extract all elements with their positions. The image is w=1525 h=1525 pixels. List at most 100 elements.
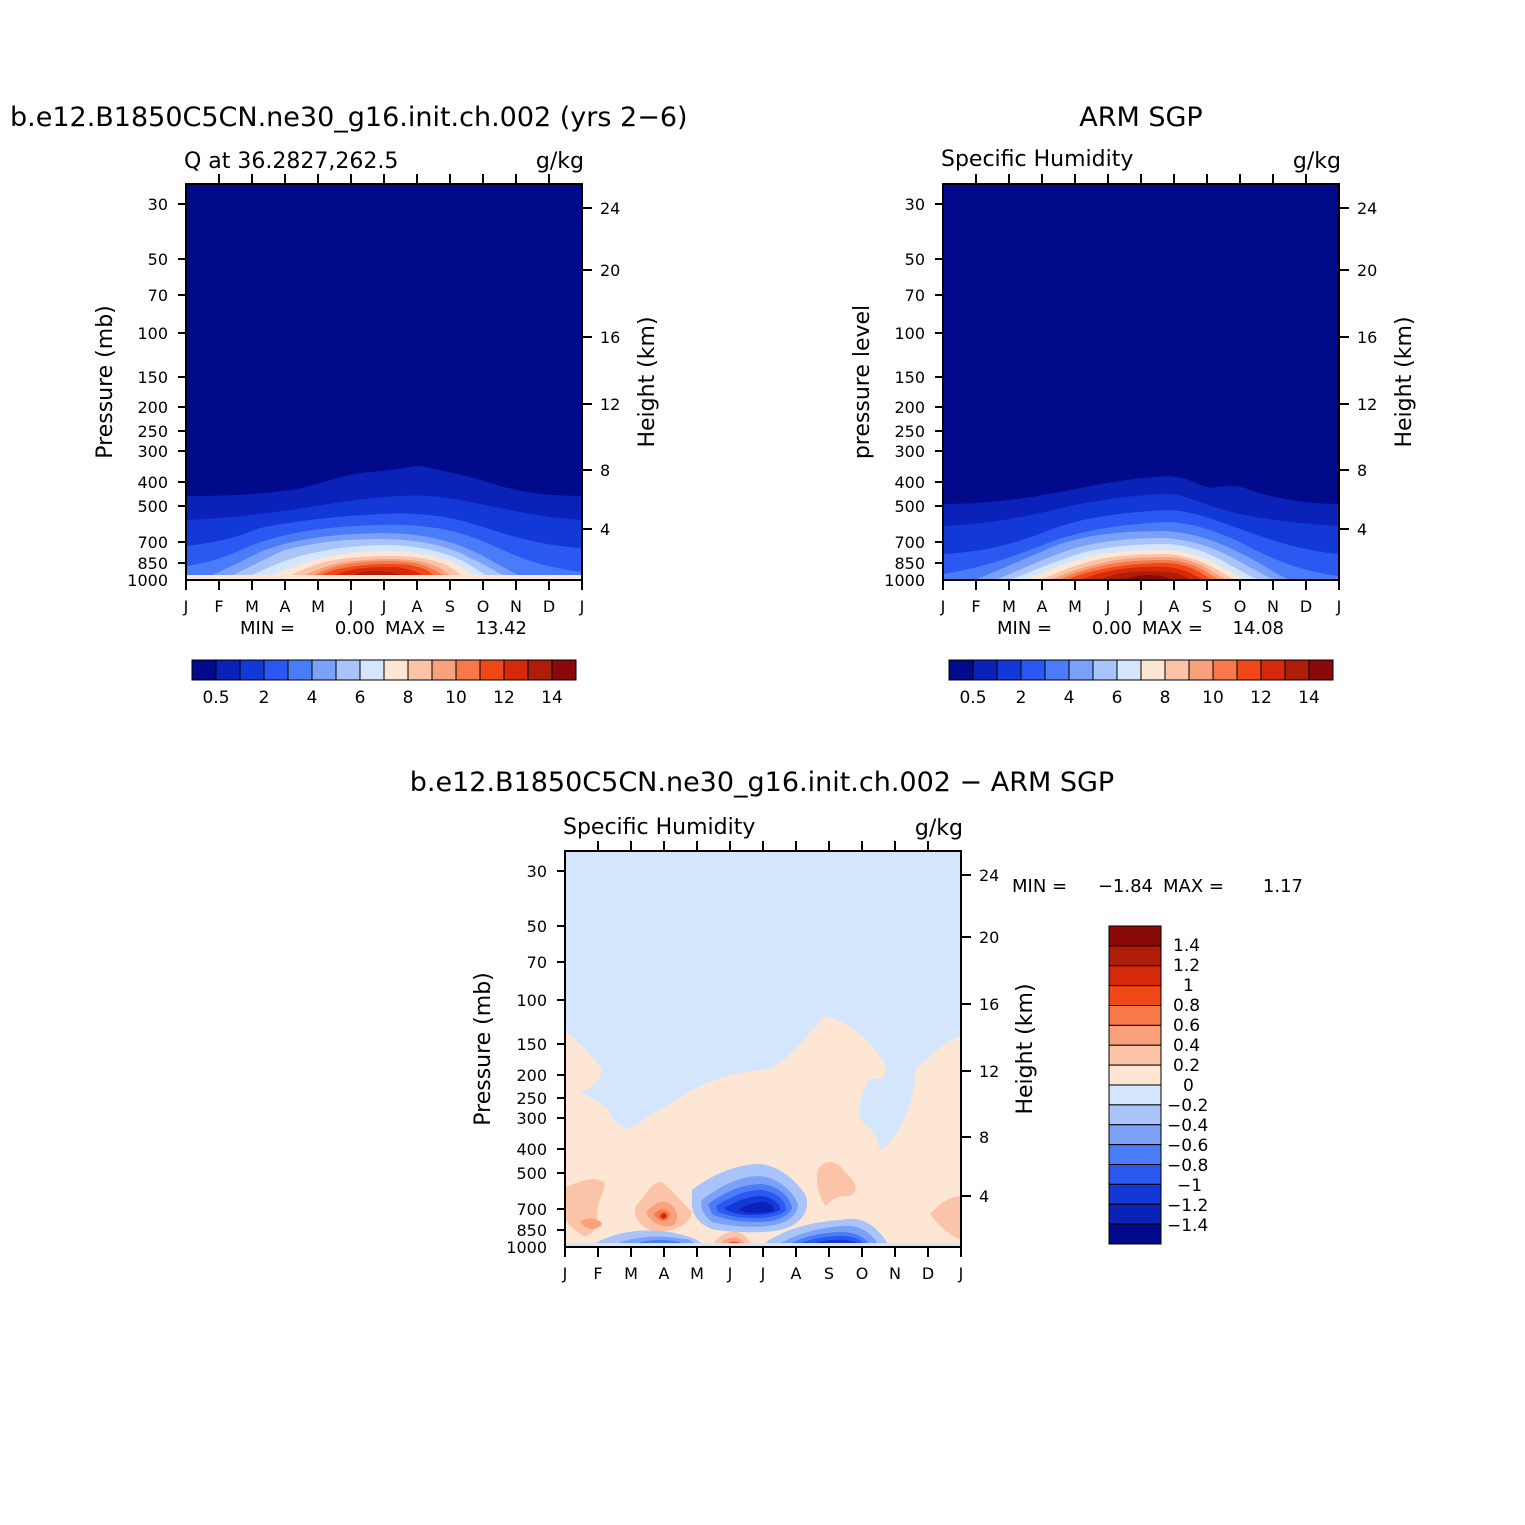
colorbar-swatch (1108, 1024, 1162, 1046)
y2-tick-label: 24 (600, 199, 620, 218)
y2-tick-label: 20 (1357, 261, 1377, 280)
panel-diff-y-ticks: 30 50 70 100 150 200 250 300 400 500 700… (506, 862, 565, 1257)
y-tick-label: 30 (527, 862, 547, 881)
y2-tick-label: 4 (600, 520, 610, 539)
colorbar-swatch (1308, 659, 1334, 681)
panel-obs-max-label: MAX = (1142, 618, 1203, 639)
x-tick-label: J (579, 597, 585, 616)
y-tick-marks (935, 203, 943, 564)
x-tick-label: J (1336, 597, 1342, 616)
colorbar-label: −0.2 (1167, 1096, 1208, 1116)
x-tick-label: M (1002, 597, 1016, 616)
y-tick-label: 100 (137, 324, 168, 343)
colorbar-swatch (191, 659, 217, 681)
y2-tick-label: 16 (600, 328, 620, 347)
colorbar-label: −0.6 (1167, 1136, 1208, 1156)
panel-diff-colorbar (1108, 925, 1162, 1245)
x-tick-label: M (690, 1264, 704, 1283)
y2-tick-marks (961, 874, 971, 1197)
colorbar-swatch (383, 659, 409, 681)
panel-diff-y2label: Height (km) (1013, 983, 1038, 1114)
x-tick-label: S (445, 597, 455, 616)
surface-band-diff (565, 1243, 961, 1247)
y-tick-label: 500 (894, 497, 925, 516)
y-tick-label: 500 (516, 1164, 547, 1183)
colorbar-swatch (263, 659, 289, 681)
y-tick-label: 250 (516, 1089, 547, 1108)
colorbar-label: −0.8 (1167, 1156, 1208, 1176)
panel-obs-y2label: Height (km) (1392, 316, 1417, 447)
x-tick-label: N (1267, 597, 1279, 616)
y-tick-label: 300 (516, 1109, 547, 1128)
colorbar-label: 2 (259, 688, 270, 708)
y-tick-label: 700 (137, 533, 168, 552)
panel-model: b.e12.B1850C5CN.ne30_g16.init.ch.002 (yr… (10, 102, 688, 708)
x-tick-label: N (889, 1264, 901, 1283)
panel-model-y2label: Height (km) (635, 316, 660, 447)
colorbar-label: −0.4 (1167, 1116, 1208, 1136)
x-tick-label: J (727, 1264, 733, 1283)
panel-model-subtitle-right: g/kg (536, 149, 584, 174)
colorbar-swatch (1108, 965, 1162, 987)
colorbar-swatch (455, 659, 481, 681)
x-tick-label: N (510, 597, 522, 616)
y-tick-label: 700 (516, 1200, 547, 1219)
colorbar-label: 10 (445, 688, 467, 708)
y2-tick-label: 12 (600, 395, 620, 414)
y-tick-marks (557, 870, 565, 1231)
colorbar-swatch (503, 659, 529, 681)
colorbar-swatch (1108, 985, 1162, 1006)
colorbar-label: 14 (1298, 688, 1320, 708)
panel-model-y2-ticks: 24 20 16 12 8 4 (582, 199, 620, 539)
panel-obs-field (943, 184, 1339, 580)
panel-obs-min-value: 0.00 (1092, 618, 1132, 639)
y-tick-label: 70 (527, 953, 547, 972)
y-tick-label: 30 (905, 195, 925, 214)
panel-model-min-value: 0.00 (335, 618, 375, 639)
panel-obs-ylabel: pressure level (850, 305, 875, 459)
x-tick-label: S (824, 1264, 834, 1283)
band-level-15 (1122, 575, 1172, 580)
x-tick-label: J (348, 597, 354, 616)
y-tick-label: 150 (894, 368, 925, 387)
colorbar-swatch (1164, 659, 1190, 681)
y-tick-label: 500 (137, 497, 168, 516)
y2-tick-label: 8 (979, 1128, 989, 1147)
panel-model-x-ticks: J F M A M J J A S O N D J (183, 174, 585, 616)
y-tick-label: 150 (516, 1035, 547, 1054)
x-tick-label: M (245, 597, 259, 616)
y-tick-label: 1000 (884, 571, 925, 590)
panel-model-field (186, 184, 582, 580)
x-tick-label: D (543, 597, 555, 616)
colorbar-swatch (1116, 659, 1142, 681)
x-tick-label: J (1138, 597, 1144, 616)
colorbar-swatch (1260, 659, 1286, 681)
colorbar-label: 1 (1183, 976, 1194, 996)
colorbar-swatch (1188, 659, 1214, 681)
colorbar-label: 12 (493, 688, 515, 708)
colorbar-label: 1.4 (1173, 936, 1200, 956)
panel-model-max-value: 13.42 (475, 618, 527, 639)
panel-obs-subtitle-left: Specific Humidity (941, 147, 1133, 172)
y2-tick-marks (582, 207, 592, 530)
colorbar-label: 10 (1202, 688, 1224, 708)
colorbar-label: −1.2 (1167, 1196, 1208, 1216)
colorbar-swatch (1020, 659, 1046, 681)
colorbar-label: 6 (355, 688, 366, 708)
colorbar-swatch (996, 659, 1022, 681)
band-pos-0-4-d (930, 1196, 961, 1240)
colorbar-label: 12 (1250, 688, 1272, 708)
panel-diff-max-label: MAX = (1163, 876, 1224, 897)
x-tick-marks (185, 174, 583, 590)
x-tick-label: M (311, 597, 325, 616)
y-tick-label: 400 (137, 473, 168, 492)
panel-model-subtitle-left: Q at 36.2827,262.5 (184, 149, 398, 174)
x-tick-label: J (183, 597, 189, 616)
y-tick-label: 850 (516, 1221, 547, 1240)
band-pos-0-6-a (580, 1218, 602, 1229)
panel-diff-subtitle-right: g/kg (915, 816, 963, 841)
x-tick-label: A (1037, 597, 1048, 616)
y-tick-label: 30 (148, 195, 168, 214)
band-pos-1-2 (660, 1213, 667, 1219)
